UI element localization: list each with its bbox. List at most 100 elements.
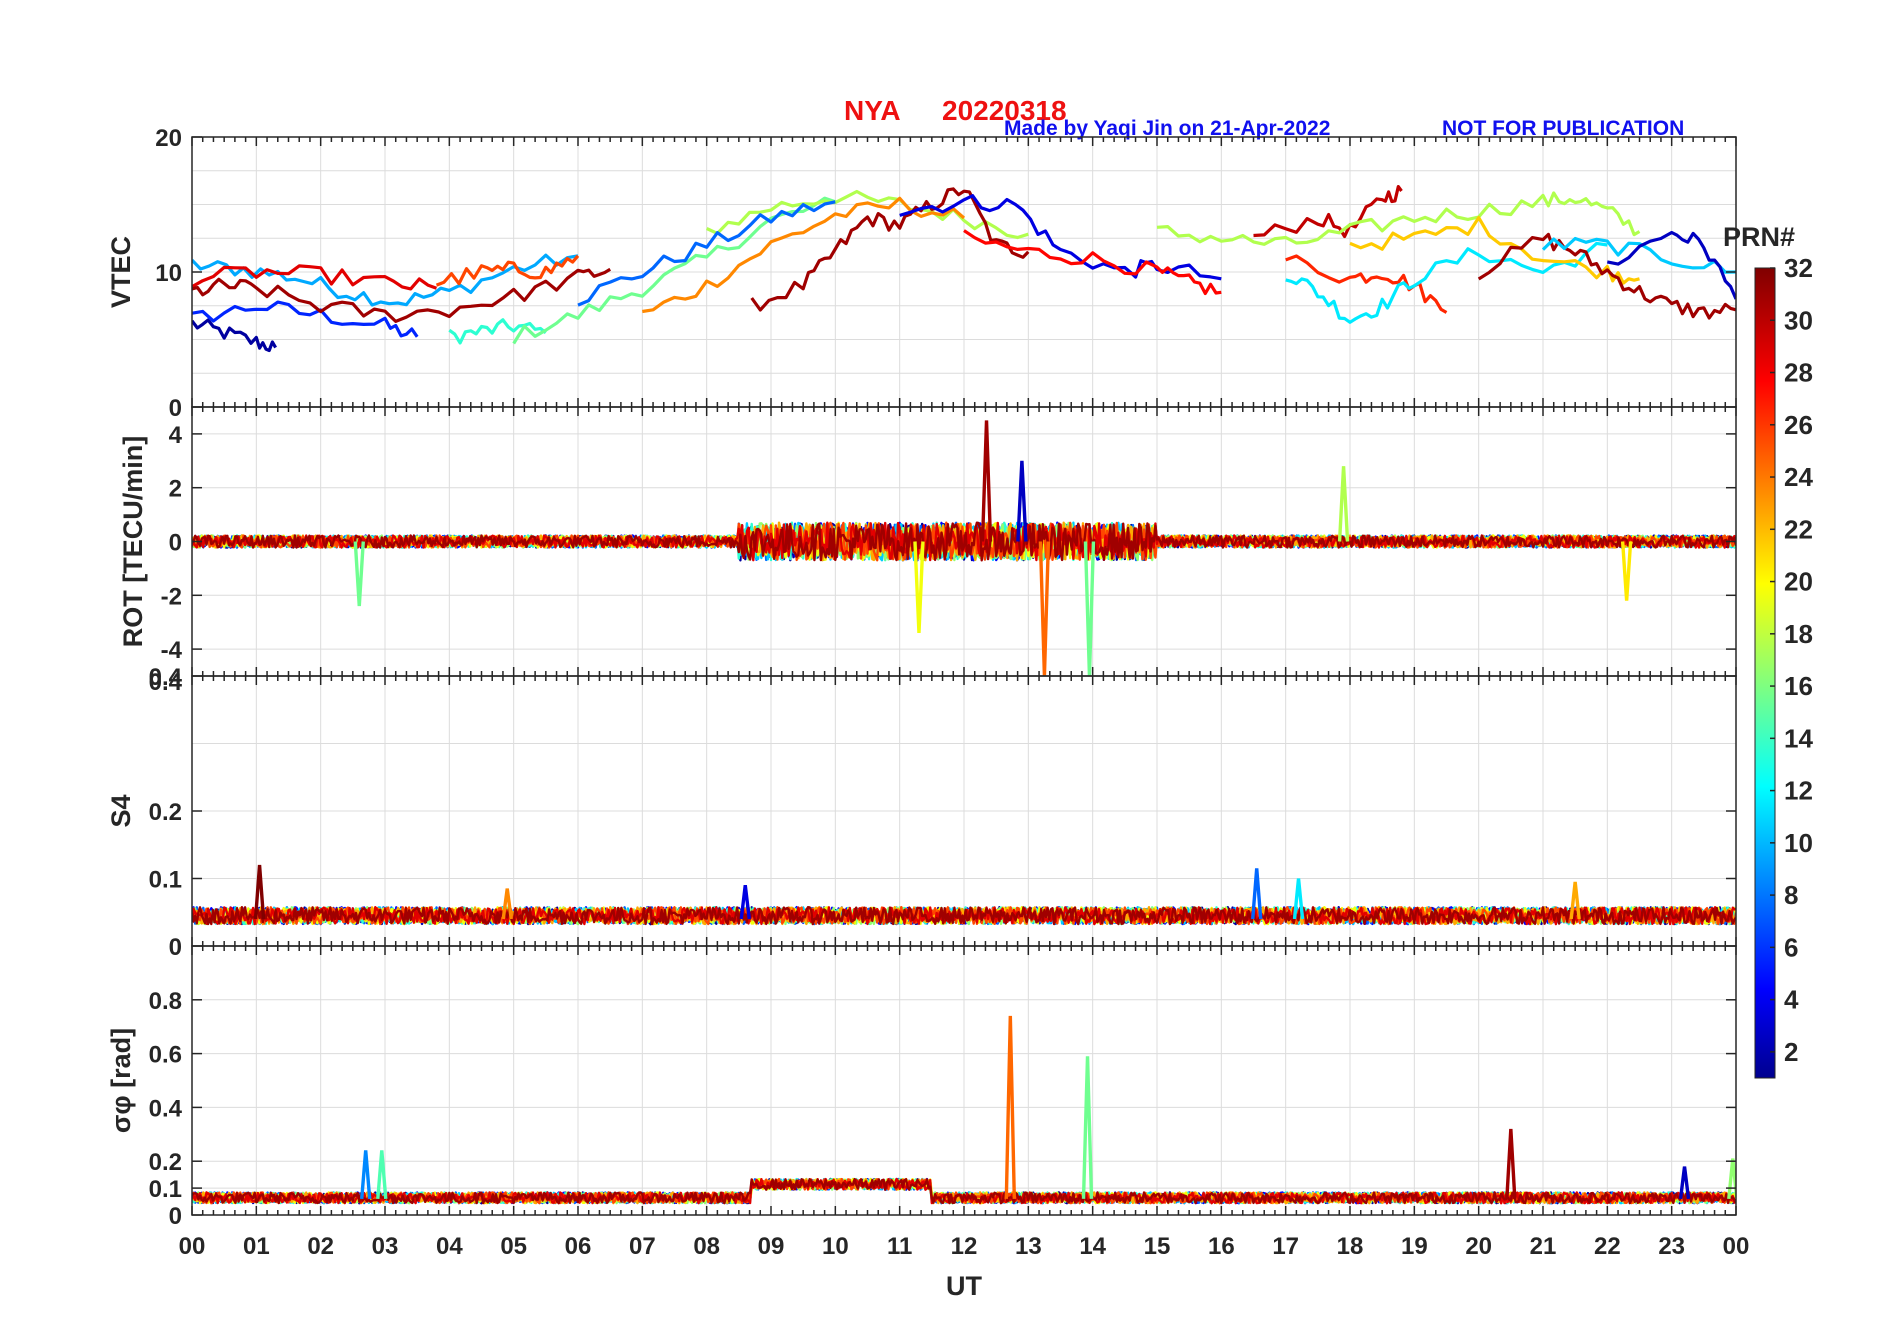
colorbar-tick-label: 28 [1784,358,1813,388]
y-tick-label: 0 [169,934,182,961]
vtec-series-prn-24 [642,196,966,314]
x-tick-label: 04 [436,1233,463,1260]
x-tick-label: 07 [629,1233,656,1260]
colorbar-tick-label: 18 [1784,619,1813,649]
noise-series-prn-31 [192,906,1736,926]
x-tick-label: 20 [1465,1233,1492,1260]
x-axis-label: UT [946,1271,982,1301]
colorbar-tick-label: 10 [1784,828,1813,858]
vtec-series-prn-18 [706,189,1029,240]
spike-prn-16 [1083,541,1096,676]
x-tick-label: 16 [1208,1233,1235,1260]
vtec-series-prn-8 [577,200,836,307]
colorbar-tick-label: 16 [1784,671,1813,701]
colorbar-tick-label: 26 [1784,410,1813,440]
spike-prn-23 [1569,881,1581,920]
noise-series-prn-31 [192,521,1736,562]
x-tick-label: 19 [1401,1233,1428,1260]
x-tick-label: 00 [179,1233,206,1260]
vtec-series-prn-31 [750,187,1030,312]
y-tick-label: 4 [169,422,183,449]
y-tick-label: 0.4 [149,1095,183,1122]
x-tick-label: 06 [565,1233,592,1260]
y-tick-label: 0 [169,530,182,557]
panel-1: 0 10 20 VTEC [106,125,1737,422]
y-tick-label: 0 [169,1203,182,1230]
y-tick-label: 0.8 [149,988,182,1015]
x-tick-label: 23 [1658,1233,1685,1260]
spike-prn-25 [1038,541,1051,676]
x-tick-label: 02 [307,1233,334,1260]
panel-2: -4 -2 0 2 4 ROT [TECU/min] [118,406,1737,677]
date-title: 20220318 [942,95,1067,126]
spike-prn-15 [376,1150,388,1199]
y-tick-label: 20 [155,125,182,152]
station-title: NYA [844,95,901,126]
x-tick-label: 05 [500,1233,527,1260]
spike-prn-20 [913,541,925,634]
colorbar-gradient [1754,267,1776,1079]
y-axis-label: σφ [rad] [106,1028,136,1133]
x-tick-label: 13 [1015,1233,1042,1260]
colorbar-tick-label: 30 [1784,305,1813,335]
colorbar-tick-label: 14 [1784,723,1813,753]
vtec-series-prn-11 [1541,236,1736,274]
spike-prn-3 [1678,1166,1691,1200]
colorbar-tick-label: 20 [1784,567,1813,597]
spike-prn-32 [253,864,266,920]
vtec-series-prn-14 [448,318,547,345]
y-tick-label: -2 [161,583,182,610]
colorbar-tick-label: 12 [1784,776,1813,806]
y-tick-label: 0.1 [149,867,182,894]
vtec-series-prn-31 [1477,232,1736,320]
spike-prn-3 [1016,460,1028,542]
x-tick-label: 08 [693,1233,720,1260]
x-tick-label: 22 [1594,1233,1621,1260]
vtec-series-prn-2 [192,318,277,353]
x-tick-label: 03 [372,1233,399,1260]
x-tick-label: 21 [1530,1233,1557,1260]
y-tick-label: 0.4 [149,664,183,691]
colorbar-tick-label: 8 [1784,880,1798,910]
panel-4: 00.10.2 0.4 0.6 0.8 σφ [rad] [106,945,1737,1230]
spike-prn-16 [353,541,365,607]
colorbar-label: PRN# [1723,222,1795,252]
credit-text: Made by Yaqi Jin on 21-Apr-2022 [1004,117,1330,140]
colorbar-tick-label: 32 [1784,253,1813,283]
x-tick-label: 15 [1144,1233,1171,1260]
colorbar-tick-label: 4 [1784,985,1799,1015]
notice-text: NOT FOR PUBLICATION [1442,117,1684,140]
spike-prn-31 [980,420,993,542]
spike-prn-9 [360,1150,372,1199]
vtec-series-prn-3 [1606,230,1736,300]
vtec-series-prn-27 [1285,254,1448,314]
colorbar-tick-label: 6 [1784,932,1798,962]
x-tick-label: 09 [758,1233,785,1260]
y-tick-label: 0.4 [149,669,183,696]
spike-prn-18 [1337,466,1350,542]
series-group [192,864,1736,926]
y-axis-label: ROT [TECU/min] [118,436,148,647]
vtec-series-prn-18 [1156,191,1641,246]
vtec-series-prn-31 [192,267,612,323]
vtec-series-prn-29 [192,264,438,291]
spike-prn-4 [739,885,751,920]
spike-prn-21 [1620,541,1633,601]
spike-prn-8 [1251,868,1263,920]
x-tick-label: 00 [1723,1233,1750,1260]
x-tick-label: 14 [1079,1233,1106,1260]
y-tick-label: 0.2 [149,799,182,826]
colorbar-tick-label: 24 [1784,462,1813,492]
y-tick-label: 0.6 [149,1042,182,1069]
spike-prn-12 [1292,878,1305,920]
y-tick-label: 0 [169,395,182,422]
x-tick-label: 12 [951,1233,978,1260]
x-tick-label: 18 [1337,1233,1364,1260]
panel-3: 0 0.1 0.2 0.40.4 S4 [106,664,1737,961]
spike-prn-31 [1505,1128,1517,1199]
vtec-series-prn-16 [512,196,836,345]
